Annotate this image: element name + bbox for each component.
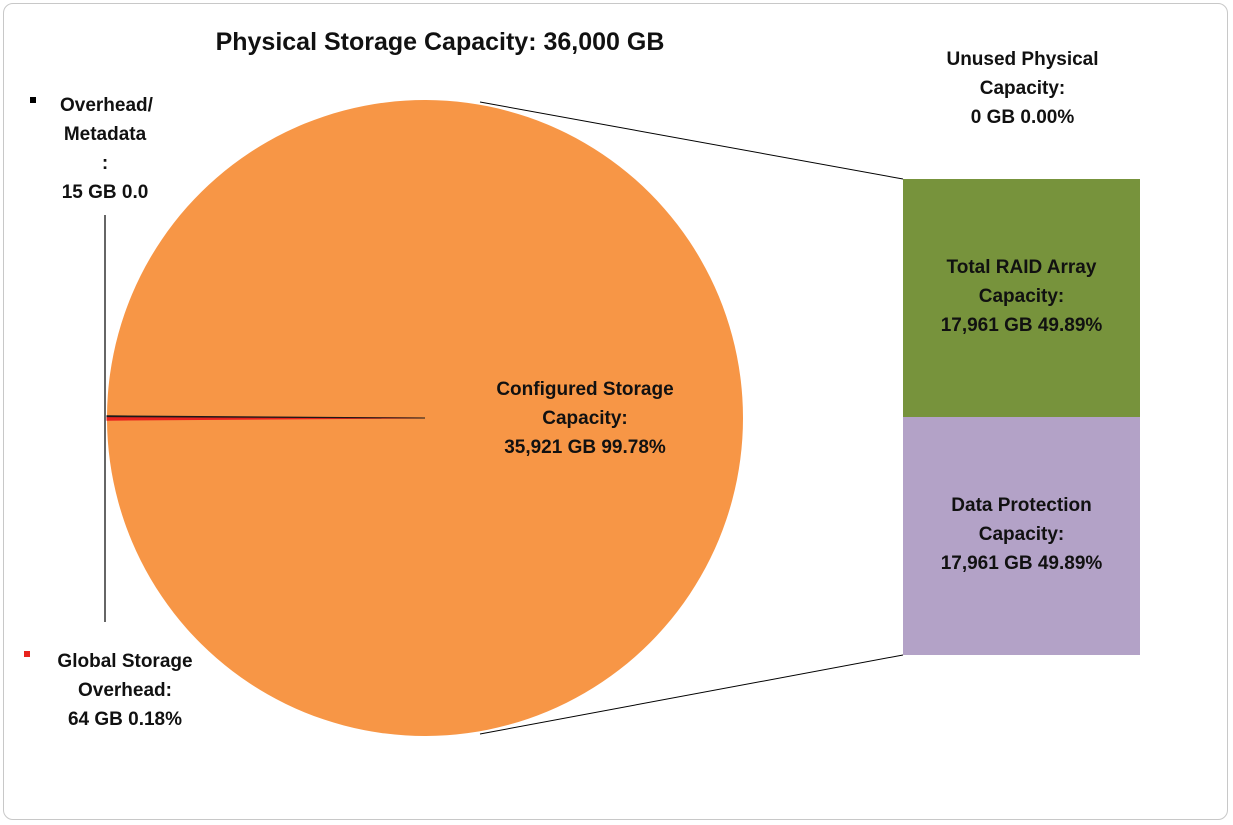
pie-slice bbox=[107, 100, 743, 737]
connector-line bbox=[479, 101, 904, 180]
bar-segment bbox=[903, 417, 1140, 655]
chart-title: Physical Storage Capacity: 36,000 GB bbox=[215, 28, 665, 56]
chart-frame bbox=[3, 3, 1228, 820]
bar-segment bbox=[903, 179, 1140, 417]
data-label: Total RAID Array Capacity: 17,961 GB 49.8… bbox=[903, 253, 1140, 340]
label-text: Total RAID Array Capacity: bbox=[946, 257, 1097, 307]
legend-marker bbox=[24, 651, 30, 657]
pie-slice bbox=[106, 415, 426, 419]
label-text: 17,961 GB 49.89% bbox=[940, 553, 1103, 574]
data-label: Unused Physical Capacity: 0 GB 0.00% bbox=[905, 45, 1140, 132]
data-label: Overhead/ Metadata : 15 GB 0.0 bbox=[30, 91, 180, 207]
label-text: 0 GB 0.00% bbox=[970, 107, 1075, 128]
label-text: 35,921 GB 99.78% bbox=[504, 437, 666, 458]
connector-line bbox=[479, 654, 904, 735]
label-text: 17,961 GB 49.89% bbox=[940, 315, 1103, 336]
label-text: Overhead/ Metadata : bbox=[60, 95, 153, 174]
label-text: 64 GB 0.18% bbox=[67, 709, 183, 730]
label-text: 15 GB 0.0 bbox=[61, 182, 149, 203]
data-label: Global Storage Overhead: 64 GB 0.18% bbox=[25, 647, 225, 734]
data-label: Data Protection Capacity: 17,961 GB 49.89… bbox=[903, 491, 1140, 578]
label-text: Global Storage Overhead: bbox=[57, 651, 193, 701]
label-text: Data Protection Capacity: bbox=[951, 495, 1092, 545]
legend-marker bbox=[30, 97, 36, 103]
label-text: Unused Physical Capacity: bbox=[946, 49, 1099, 99]
data-label: Configured Storage Capacity: 35,921 GB 99… bbox=[455, 375, 715, 462]
label-text: Configured Storage Capacity: bbox=[496, 379, 674, 429]
